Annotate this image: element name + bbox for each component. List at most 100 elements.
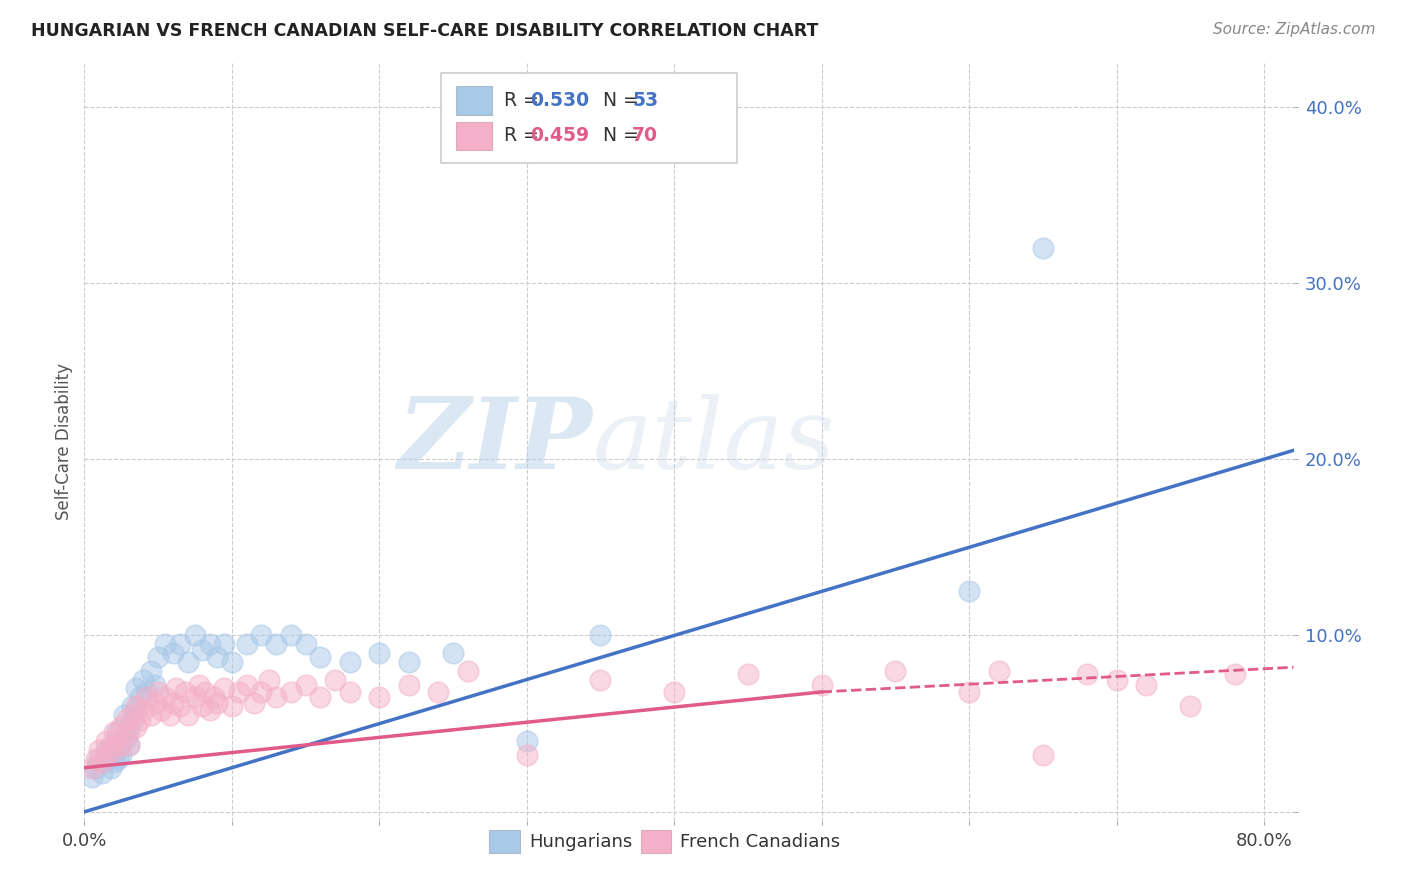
- Point: [516, 748, 538, 763]
- Point: [129, 690, 152, 705]
- Point: [176, 707, 198, 722]
- Point: [441, 646, 464, 660]
- Point: [294, 637, 316, 651]
- Point: [957, 685, 980, 699]
- Point: [1223, 667, 1246, 681]
- Point: [198, 702, 221, 716]
- Text: 53: 53: [633, 91, 658, 110]
- Point: [188, 678, 211, 692]
- Text: French Canadians: French Canadians: [681, 833, 841, 851]
- Point: [159, 707, 181, 722]
- Point: [143, 696, 166, 710]
- Point: [155, 690, 177, 705]
- Point: [257, 673, 280, 687]
- Point: [125, 699, 148, 714]
- Point: [250, 628, 273, 642]
- Point: [135, 685, 157, 699]
- Point: [80, 761, 103, 775]
- Text: Source: ZipAtlas.com: Source: ZipAtlas.com: [1212, 22, 1375, 37]
- Point: [235, 637, 257, 651]
- Text: N =: N =: [603, 127, 645, 145]
- Point: [194, 685, 217, 699]
- Point: [96, 748, 118, 763]
- Point: [117, 720, 139, 734]
- Point: [117, 738, 139, 752]
- Point: [214, 681, 236, 696]
- Point: [110, 738, 132, 752]
- Point: [117, 725, 139, 739]
- Point: [1032, 748, 1054, 763]
- Point: [96, 743, 118, 757]
- Point: [323, 673, 346, 687]
- Point: [457, 664, 479, 678]
- Text: atlas: atlas: [592, 394, 835, 489]
- Y-axis label: Self-Care Disability: Self-Care Disability: [55, 363, 73, 520]
- Point: [191, 642, 214, 657]
- Point: [235, 678, 257, 692]
- Point: [205, 649, 228, 664]
- Point: [228, 685, 250, 699]
- Point: [114, 731, 136, 745]
- Point: [110, 734, 132, 748]
- Point: [884, 664, 907, 678]
- Point: [125, 702, 148, 716]
- Point: [309, 649, 332, 664]
- Point: [202, 690, 225, 705]
- Point: [155, 637, 177, 651]
- Point: [280, 685, 302, 699]
- FancyBboxPatch shape: [641, 830, 671, 854]
- Point: [135, 690, 157, 705]
- FancyBboxPatch shape: [456, 121, 492, 151]
- Point: [176, 655, 198, 669]
- Point: [184, 628, 207, 642]
- Text: 70: 70: [633, 127, 658, 145]
- Point: [146, 685, 169, 699]
- FancyBboxPatch shape: [441, 73, 737, 162]
- Point: [339, 685, 361, 699]
- Point: [96, 756, 118, 770]
- Text: N =: N =: [603, 91, 645, 110]
- Point: [184, 690, 207, 705]
- Point: [191, 699, 214, 714]
- Text: R =: R =: [503, 91, 544, 110]
- Point: [91, 766, 114, 780]
- Point: [664, 685, 686, 699]
- Point: [129, 713, 152, 727]
- Point: [165, 681, 187, 696]
- Point: [100, 738, 122, 752]
- Point: [427, 685, 450, 699]
- Point: [294, 678, 316, 692]
- Point: [243, 696, 266, 710]
- Point: [122, 713, 145, 727]
- Point: [96, 734, 118, 748]
- Point: [105, 743, 128, 757]
- Point: [1135, 678, 1157, 692]
- Point: [105, 725, 128, 739]
- Point: [214, 637, 236, 651]
- Point: [100, 761, 122, 775]
- Point: [105, 731, 128, 745]
- Point: [221, 699, 243, 714]
- Point: [107, 752, 129, 766]
- Point: [198, 637, 221, 651]
- Point: [589, 673, 612, 687]
- Point: [339, 655, 361, 669]
- Point: [84, 761, 107, 775]
- Point: [205, 696, 228, 710]
- Point: [1032, 241, 1054, 255]
- Point: [146, 649, 169, 664]
- Point: [162, 646, 184, 660]
- Point: [114, 713, 136, 727]
- Point: [117, 738, 139, 752]
- Text: 0.459: 0.459: [530, 127, 589, 145]
- Point: [264, 690, 287, 705]
- Text: 0.530: 0.530: [530, 91, 589, 110]
- Point: [398, 655, 420, 669]
- Point: [169, 699, 191, 714]
- Point: [91, 756, 114, 770]
- Point: [121, 699, 143, 714]
- Point: [143, 678, 166, 692]
- Point: [1105, 673, 1128, 687]
- Point: [103, 738, 125, 752]
- Point: [139, 707, 162, 722]
